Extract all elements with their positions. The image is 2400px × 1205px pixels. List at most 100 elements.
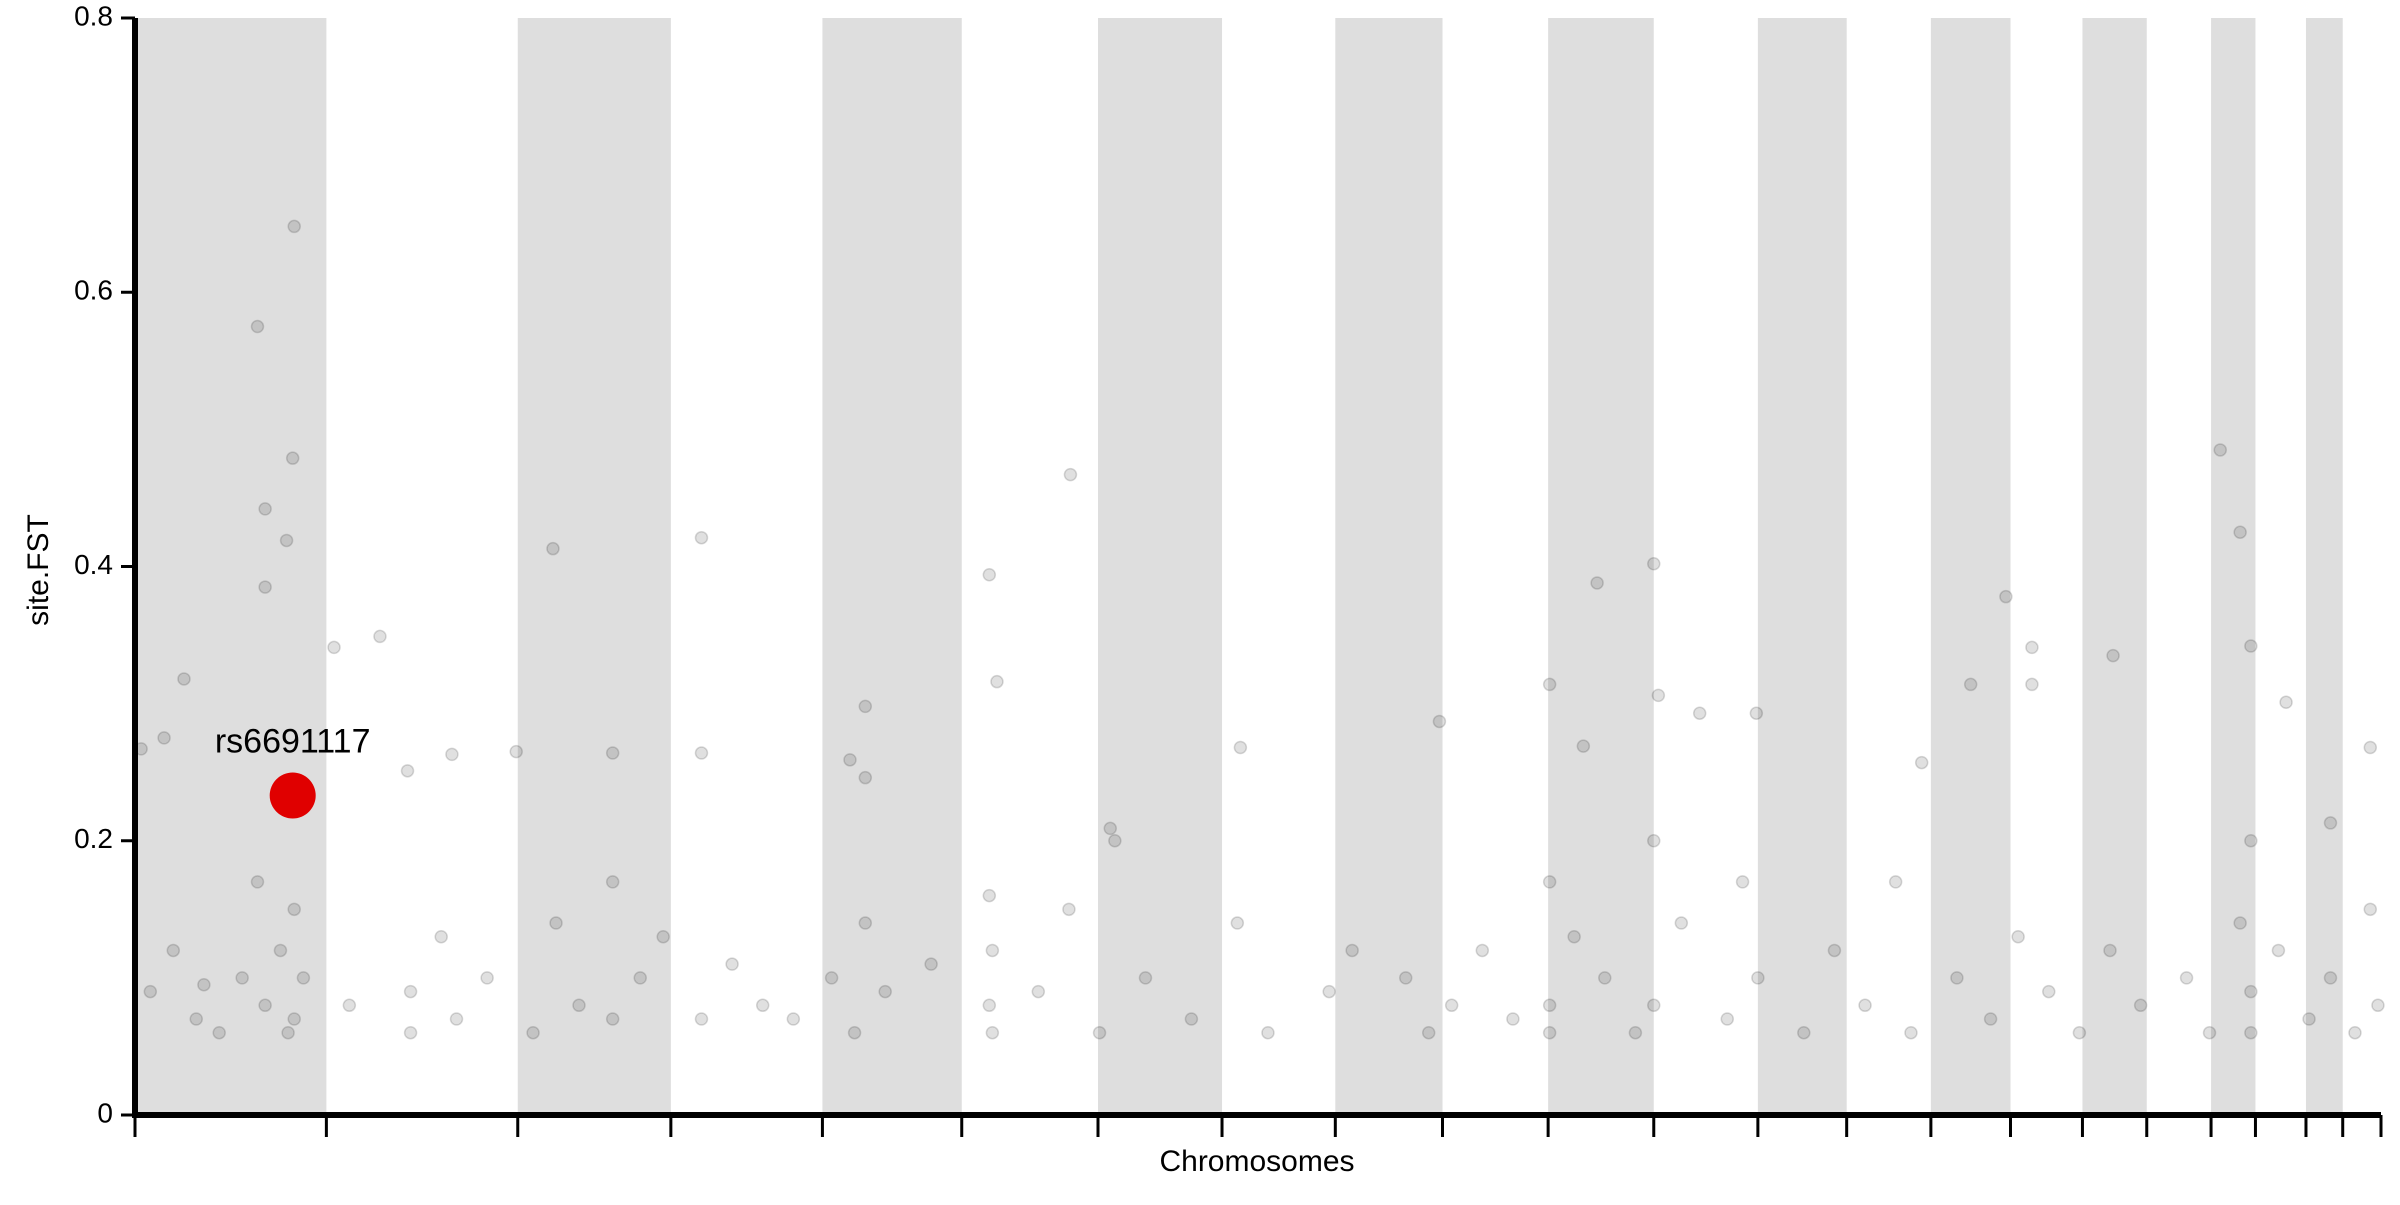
point: [2271, 943, 2286, 958]
point: [843, 753, 857, 767]
point: [694, 1012, 709, 1026]
point: [656, 929, 670, 944]
point: [2133, 998, 2148, 1013]
point: [858, 916, 873, 930]
point: [1542, 677, 1557, 692]
point: [1398, 971, 1413, 985]
point: [1031, 984, 1046, 999]
point: [858, 770, 873, 785]
point: [258, 502, 272, 516]
point: [1322, 984, 1336, 999]
point: [2025, 640, 2039, 655]
point: [2363, 902, 2378, 917]
point: [1950, 971, 1964, 985]
point: [1506, 1012, 1520, 1026]
point: [526, 1025, 540, 1040]
point: [1827, 943, 1842, 958]
point: [342, 998, 357, 1013]
point: [1261, 1025, 1275, 1040]
point: [1567, 929, 1581, 944]
point: [694, 746, 709, 760]
point: [1628, 1025, 1643, 1040]
point: [403, 984, 418, 999]
point: [1542, 998, 1557, 1013]
point: [990, 674, 1004, 689]
point: [2025, 677, 2039, 692]
point: [985, 1025, 1000, 1040]
point: [177, 672, 191, 686]
x-axis-label: Chromosomes: [1159, 1145, 1354, 1178]
point: [2244, 1025, 2258, 1040]
point: [2103, 943, 2117, 958]
y-tick-label: 0: [97, 1097, 113, 1128]
point: [2244, 834, 2258, 848]
point: [605, 746, 620, 760]
point: [480, 971, 494, 985]
chromosome-band: [1098, 18, 1223, 1115]
point: [1904, 1025, 1918, 1040]
y-tick-label: 0.4: [74, 549, 113, 580]
point: [1590, 576, 1604, 590]
point: [212, 1025, 226, 1040]
point: [166, 943, 181, 958]
point: [258, 580, 272, 594]
point: [1421, 1025, 1436, 1040]
point: [2302, 1012, 2316, 1026]
point: [858, 699, 873, 714]
point: [1184, 1012, 1199, 1026]
point: [403, 1025, 418, 1040]
point: [2202, 1025, 2217, 1040]
point: [1542, 1025, 1557, 1040]
point: [1999, 589, 2013, 604]
point: [287, 902, 301, 917]
point: [250, 875, 265, 889]
point: [1983, 1012, 1998, 1026]
point: [605, 1012, 620, 1026]
point: [1444, 998, 1459, 1013]
point: [2323, 971, 2338, 985]
point: [2011, 929, 2025, 944]
point: [273, 943, 288, 958]
y-tick-label: 0.8: [74, 0, 113, 31]
point: [605, 875, 620, 889]
point: [285, 451, 300, 465]
highlight-label: rs6691117: [215, 722, 371, 760]
chromosome-band: [822, 18, 962, 1115]
point: [546, 541, 560, 556]
point: [725, 957, 739, 971]
point: [2072, 1025, 2087, 1040]
point: [2371, 998, 2385, 1013]
point: [258, 998, 272, 1013]
point: [2213, 443, 2227, 457]
point: [1138, 971, 1153, 985]
point: [572, 998, 586, 1013]
point: [509, 744, 523, 759]
point: [287, 1012, 301, 1026]
point: [985, 943, 1000, 958]
point: [2279, 695, 2293, 710]
point: [1108, 834, 1122, 848]
point: [1749, 706, 1764, 720]
point: [847, 1025, 862, 1040]
point: [1345, 943, 1359, 958]
point: [2042, 984, 2056, 999]
point: [2233, 525, 2247, 539]
point: [1233, 740, 1248, 755]
point: [2244, 639, 2258, 653]
point: [786, 1012, 801, 1026]
chromosome-band: [135, 18, 327, 1115]
chromosome-band: [1335, 18, 1443, 1115]
point: [824, 971, 839, 985]
point: [197, 977, 211, 992]
y-tick-label: 0.2: [74, 823, 113, 854]
point: [2233, 916, 2247, 930]
point: [633, 971, 647, 985]
point: [143, 984, 158, 999]
chromosome-band: [517, 18, 671, 1115]
point: [279, 533, 294, 548]
point: [1651, 688, 1666, 703]
point: [1735, 875, 1750, 889]
point: [924, 957, 938, 971]
point: [1432, 714, 1447, 729]
